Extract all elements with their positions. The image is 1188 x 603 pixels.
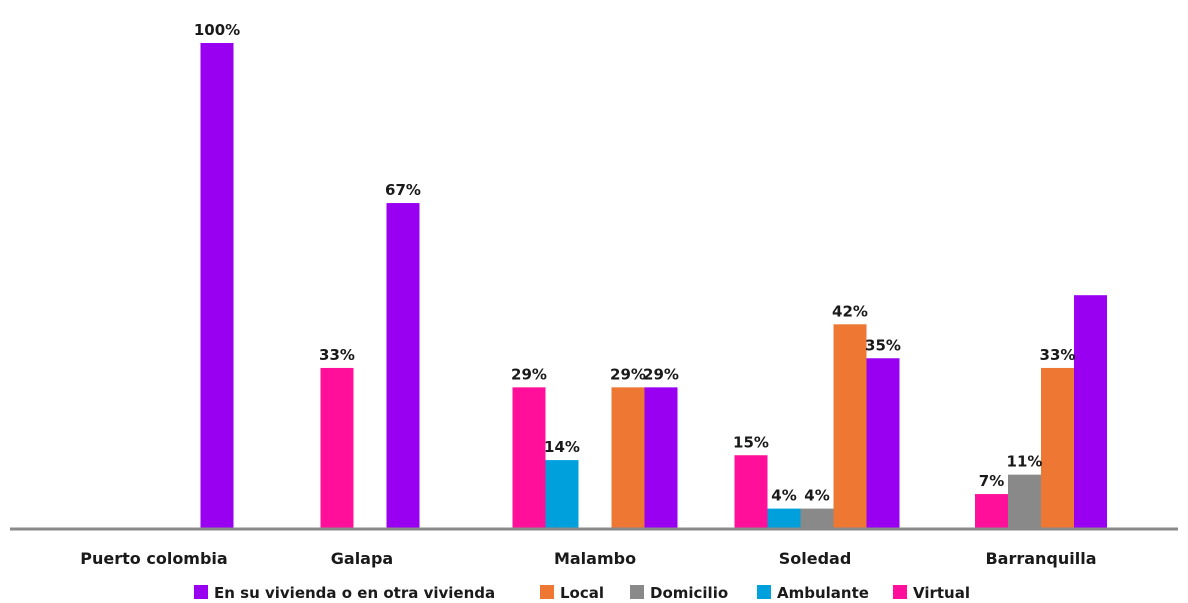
bar xyxy=(800,508,834,528)
legend-swatch xyxy=(194,585,208,599)
data-label: 42% xyxy=(832,302,868,320)
bar xyxy=(975,494,1008,528)
data-label: 29% xyxy=(643,365,679,383)
category-label: Puerto colombia xyxy=(80,549,227,568)
bars-group xyxy=(200,43,1107,529)
data-label: 15% xyxy=(733,433,769,451)
data-label: 29% xyxy=(511,365,547,383)
data-label: 100% xyxy=(194,21,240,39)
legend: En su vivienda o en otra vivienda Local Do… xyxy=(194,584,970,602)
category-labels-group: Puerto colombia Galapa Malambo Soledad Barra… xyxy=(80,549,1096,568)
legend-label: Virtual xyxy=(913,584,970,602)
bar xyxy=(320,367,354,528)
data-label: 67% xyxy=(385,181,421,199)
bar-labels-group: 100%33%67%29%14%29%29%15%4% 4%42%35%7%11%… xyxy=(194,21,1076,505)
category-label: Barranquilla xyxy=(985,549,1096,568)
data-label: 29% xyxy=(610,365,646,383)
legend-swatch xyxy=(630,585,644,599)
category-label: Galapa xyxy=(331,549,393,568)
bar xyxy=(611,387,645,528)
data-label: 4% xyxy=(771,487,796,505)
data-label: 7% xyxy=(979,472,1004,490)
bar xyxy=(866,358,900,528)
data-label: 11% xyxy=(1007,453,1043,471)
data-label: 35% xyxy=(865,336,901,354)
bar xyxy=(1008,474,1041,528)
bar xyxy=(734,455,768,528)
legend-swatch xyxy=(757,585,771,599)
bar xyxy=(545,460,579,528)
legend-label: Local xyxy=(560,584,604,602)
bar xyxy=(833,324,867,528)
bar xyxy=(767,508,801,528)
category-label: Soledad xyxy=(779,549,852,568)
bar xyxy=(386,203,420,529)
legend-label: En su vivienda o en otra vivienda xyxy=(214,584,495,602)
bar xyxy=(512,387,546,528)
legend-label: Ambulante xyxy=(777,584,869,602)
data-label: 33% xyxy=(1040,346,1076,364)
legend-swatch xyxy=(893,585,907,599)
bar xyxy=(644,387,678,528)
data-label: 4% xyxy=(804,487,829,505)
bar xyxy=(200,43,234,528)
data-label: 14% xyxy=(544,438,580,456)
bar xyxy=(1041,367,1074,528)
legend-swatch xyxy=(540,585,554,599)
legend-label: Domicilio xyxy=(650,584,728,602)
bar xyxy=(1074,295,1107,528)
data-label: 33% xyxy=(319,346,355,364)
category-label: Malambo xyxy=(554,549,636,568)
